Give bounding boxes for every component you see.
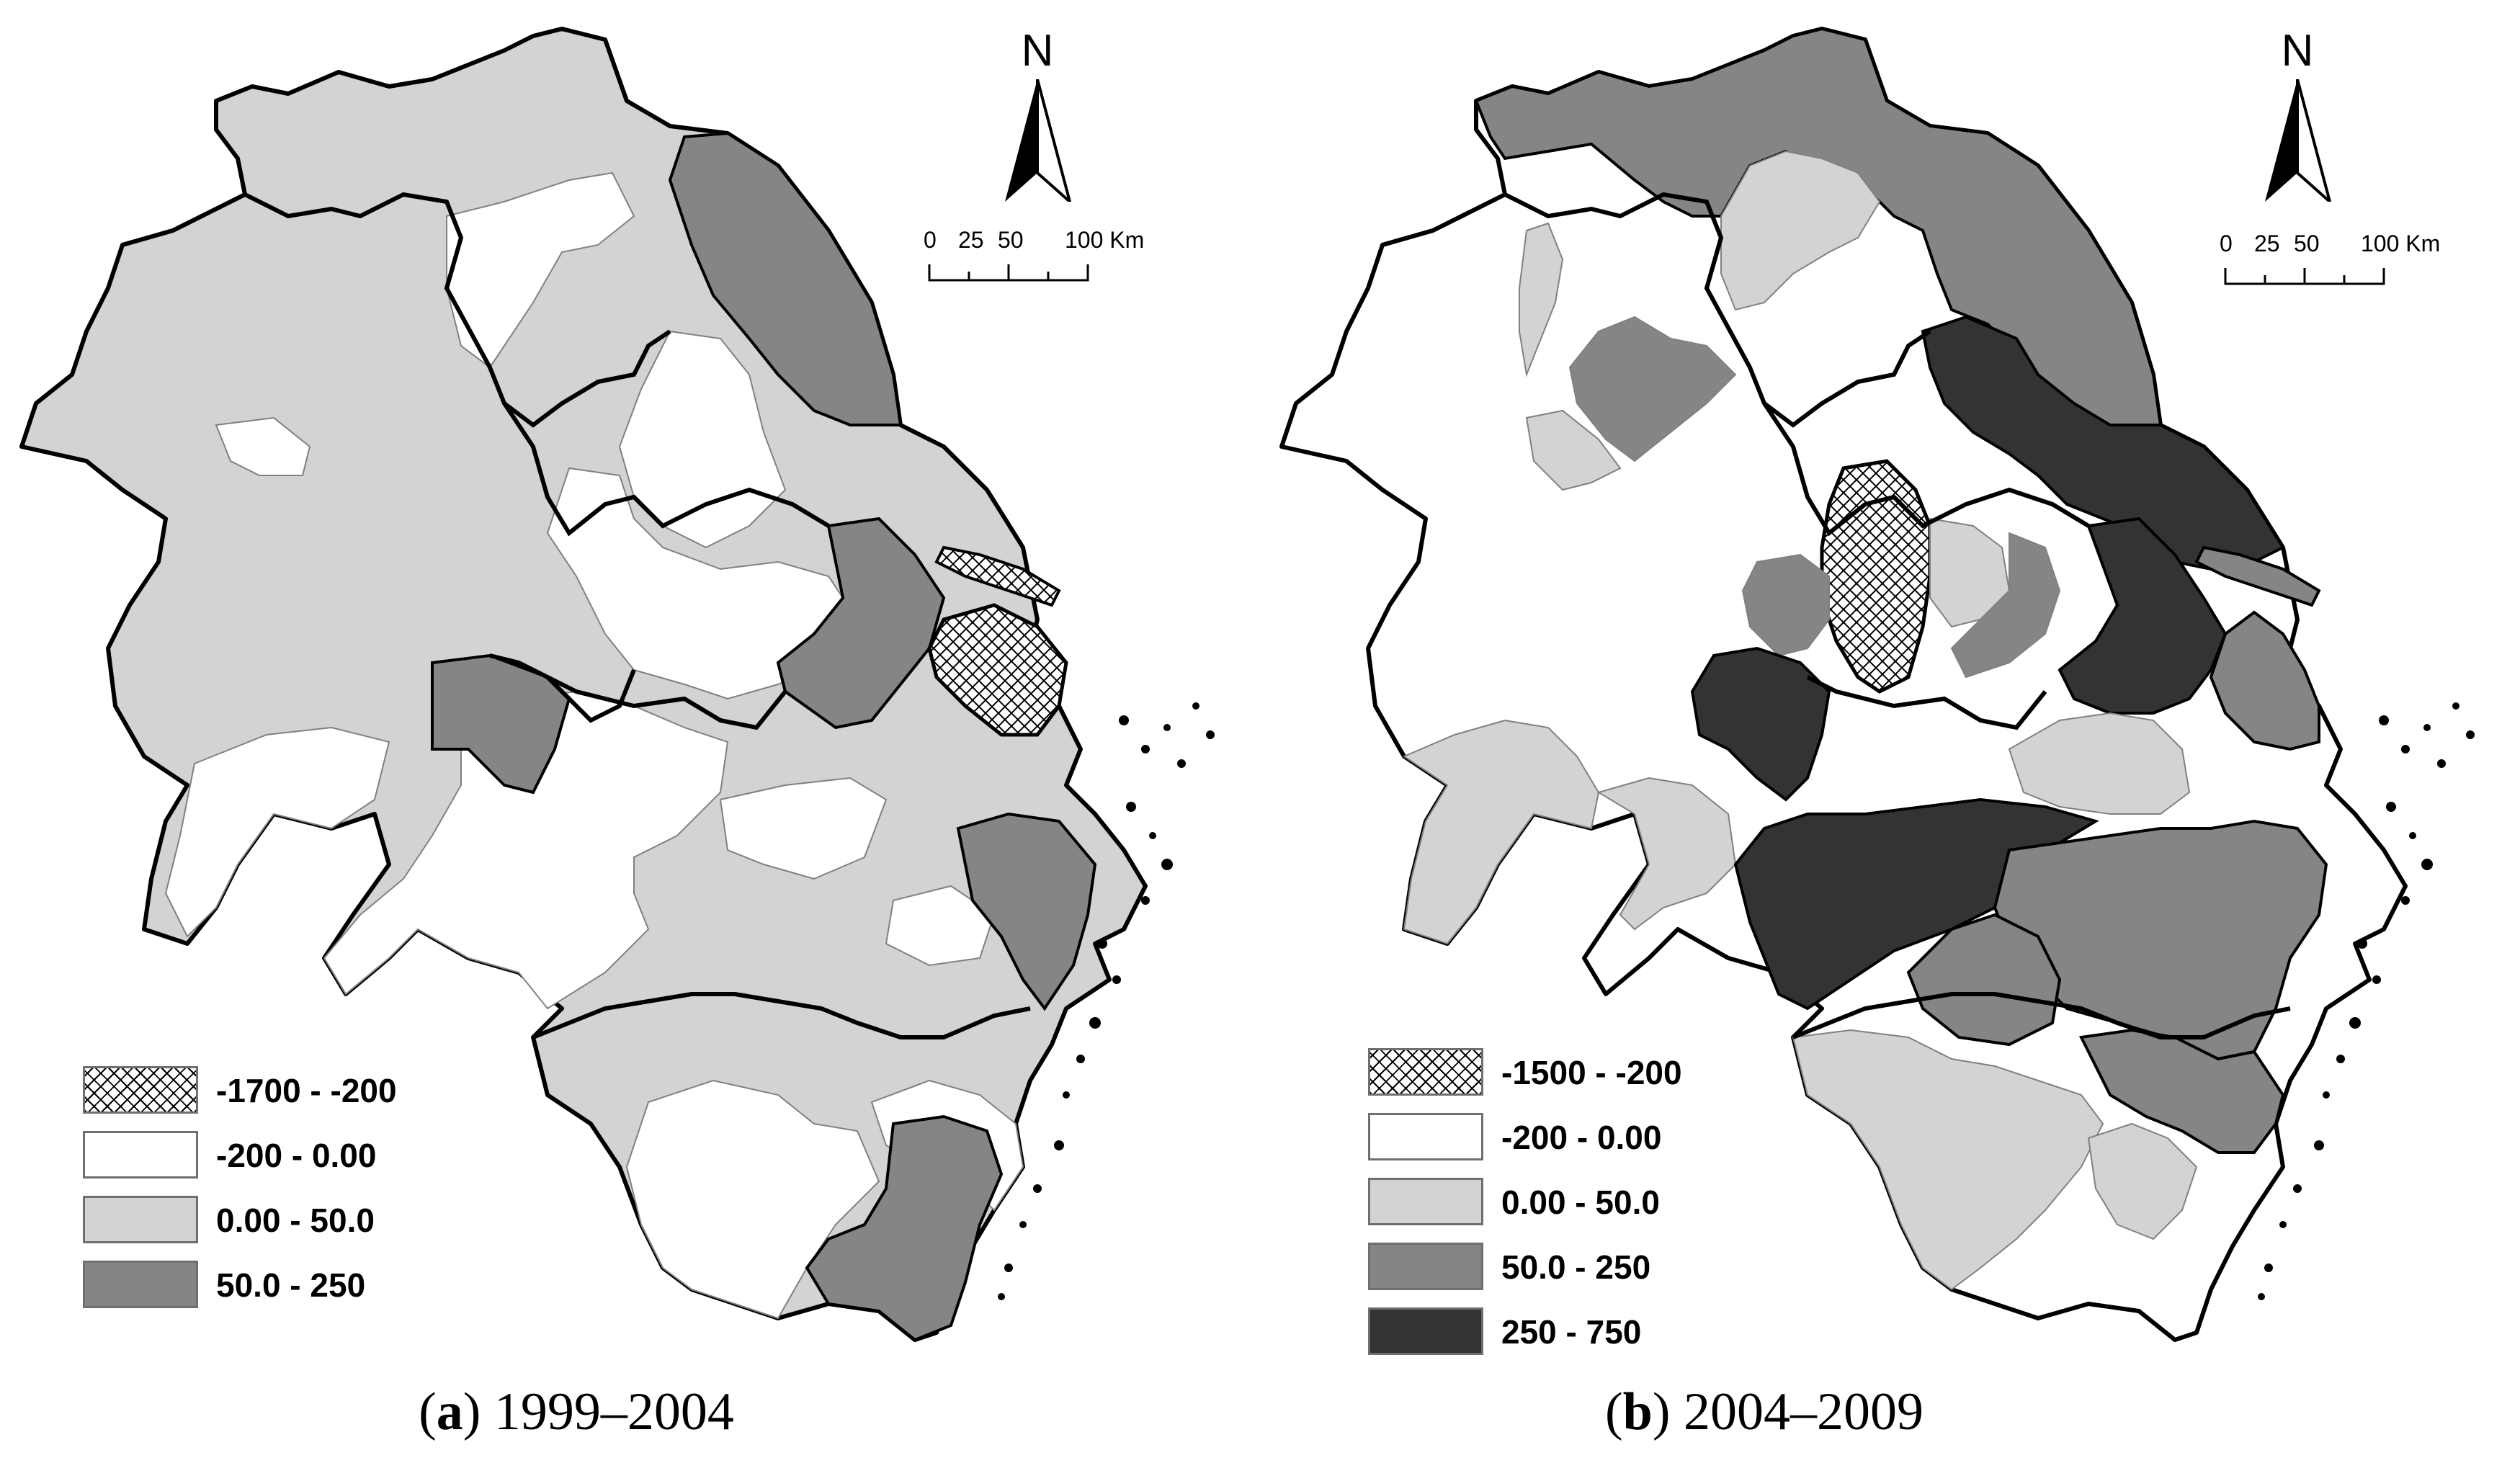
legend-item: -200 - 0.00 (1368, 1113, 1800, 1163)
region-mid (668, 131, 903, 426)
legend-item: -1500 - -200 (1368, 1048, 1800, 1099)
choropleth-map-a (19, 27, 1215, 1342)
legend-item: 50.0 - 250 (83, 1261, 515, 1311)
caption-b: (b) 2004–2009 (1605, 1382, 1923, 1441)
legend-swatch-white (83, 1131, 198, 1178)
legend-swatch-dark (1368, 1307, 1483, 1355)
region-mid-island (2194, 545, 2321, 607)
scale-tick-50: 50 (2294, 231, 2320, 256)
north-label: N (2281, 26, 2314, 76)
legend-swatch-hatch (1368, 1048, 1483, 1096)
region-mid (1568, 316, 1737, 462)
region-white (323, 690, 729, 1010)
region-dark (2057, 516, 2228, 715)
region-white (719, 777, 888, 880)
region-light (2087, 1122, 2198, 1240)
region-light (1525, 409, 1622, 491)
legend-label: 0.00 - 50.0 (216, 1202, 375, 1239)
north-label: N (1021, 26, 1054, 76)
legend-swatch-white (1368, 1113, 1483, 1160)
region-light (1792, 1029, 2104, 1291)
scale-tick-0: 0 (2220, 231, 2233, 256)
region-white (885, 885, 996, 967)
province-boundary (1792, 675, 2291, 1039)
legend-swatch-hatch (83, 1066, 198, 1114)
scale-tick-25: 25 (958, 227, 984, 253)
region-white (446, 171, 635, 369)
scale-tick-50: 50 (998, 227, 1024, 253)
scale-bar-graphic (2224, 268, 2385, 285)
legend-item: 0.00 - 50.0 (1368, 1178, 1800, 1228)
choropleth-map-b (1279, 27, 2475, 1342)
province-boundary (532, 675, 1031, 1039)
scale-bar-graphic (928, 264, 1089, 282)
legend-label: -1500 - -200 (1501, 1054, 1682, 1091)
legend-swatch-light (83, 1196, 198, 1243)
scale-tick-25: 25 (2254, 231, 2280, 256)
legend-label: 0.00 - 50.0 (1501, 1184, 1660, 1221)
north-arrow-icon (2265, 79, 2332, 202)
legend-item: 50.0 - 250 (1368, 1243, 1800, 1293)
legend-label: -1700 - -200 (216, 1072, 397, 1109)
region-white (215, 416, 311, 476)
map-panel-a: N 0 25 50 100 Km -1700 - -200 -200 - 0.0… (19, 27, 1215, 1441)
legend-label: 50.0 - 250 (216, 1266, 366, 1304)
region-hatch (927, 603, 1068, 737)
legend-item: -1700 - -200 (83, 1066, 515, 1117)
region-mid (956, 812, 1097, 1011)
region-light (1402, 719, 1600, 945)
caption-period: 2004–2009 (1683, 1382, 1923, 1441)
caption-a: (a) 1999–2004 (419, 1382, 734, 1441)
coastal-islands (2258, 702, 2475, 1300)
region-mid (1906, 913, 2062, 1047)
caption-period: 1999–2004 (493, 1382, 734, 1441)
map-panel-b: N 0 25 50 100 Km -1500 - -200 -200 - 0.0… (1260, 0, 2520, 1476)
region-mid (776, 516, 946, 730)
legend-item: 0.00 - 50.0 (83, 1196, 515, 1246)
region-hatch-island (934, 545, 1061, 607)
legend-swatch-mid (1368, 1243, 1483, 1290)
region-mid (1950, 532, 2061, 679)
north-arrow: N (2254, 29, 2341, 216)
region-mid (2209, 610, 2320, 751)
region-light (1720, 150, 1881, 311)
legend-item: -200 - 0.00 (83, 1131, 515, 1181)
region-dark (1690, 646, 1831, 802)
caption-letter: b (1622, 1382, 1653, 1441)
province-boundary (122, 192, 830, 723)
legend-swatch-light (1368, 1178, 1483, 1225)
region-light (1519, 222, 1564, 377)
scale-bar: 0 25 50 100 Km (922, 227, 1144, 306)
scale-tick-100: 100 Km (2361, 231, 2441, 256)
scale-bar: 0 25 50 100 Km (2218, 231, 2440, 310)
scale-tick-0: 0 (924, 227, 937, 253)
legend-swatch-mid (83, 1261, 198, 1308)
legend-label: -200 - 0.00 (1501, 1119, 1662, 1156)
legend-label: -200 - 0.00 (216, 1137, 377, 1174)
region-light (2008, 712, 2191, 815)
legend-label: 50.0 - 250 (1501, 1248, 1651, 1286)
legend-item: 250 - 750 (1368, 1307, 1800, 1358)
region-light (1596, 777, 1737, 931)
region-white (164, 726, 390, 938)
caption-letter: a (436, 1382, 463, 1441)
legend-label: 250 - 750 (1501, 1313, 1642, 1351)
scale-tick-100: 100 Km (1065, 227, 1145, 253)
north-arrow-icon (1005, 79, 1072, 202)
province-boundary (1382, 192, 2090, 537)
region-mid (805, 1114, 1004, 1342)
north-arrow: N (994, 29, 1081, 216)
region-mid (431, 653, 571, 795)
region-mid (1741, 553, 1830, 657)
coastal-islands (998, 702, 1215, 1300)
